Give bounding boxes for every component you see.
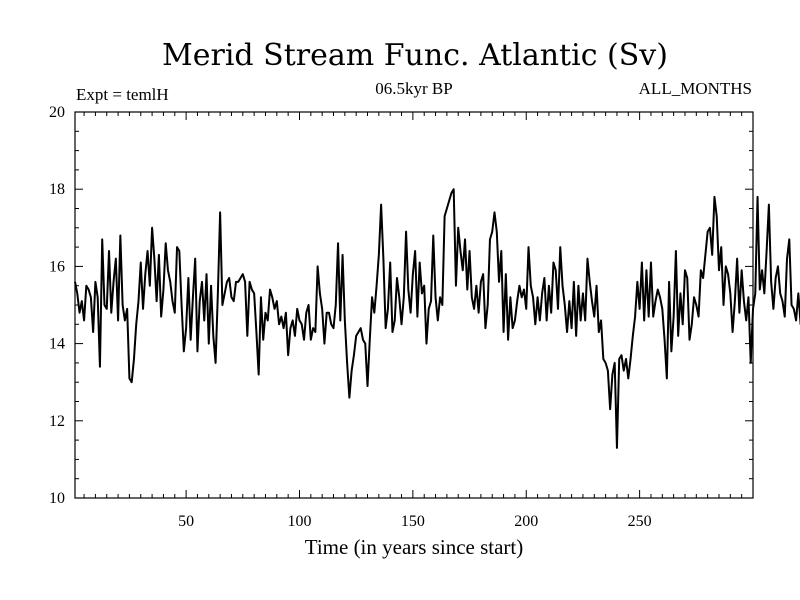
period-label: 06.5kyr BP (375, 79, 452, 98)
chart-title: Merid Stream Func. Atlantic (Sv) (162, 38, 668, 73)
plot-frame (74, 111, 754, 499)
experiment-label: Expt = temlH (76, 85, 169, 104)
x-axis-label: Time (in years since start) (305, 535, 524, 559)
x-tick-label: 150 (401, 513, 425, 530)
y-tick-label: 16 (49, 258, 65, 275)
y-tick-label: 10 (49, 490, 65, 507)
x-tick-label: 200 (514, 513, 538, 530)
x-tick-label: 100 (287, 513, 311, 530)
series-line (74, 188, 800, 449)
y-tick-label: 18 (49, 181, 65, 198)
x-tick-label: 250 (628, 513, 652, 530)
y-axis: 10 12 14 16 18 20 (49, 104, 753, 507)
y-tick-label: 14 (49, 336, 65, 353)
months-label: ALL_MONTHS (639, 79, 752, 98)
y-tick-label: 20 (49, 104, 65, 121)
y-tick-label: 12 (49, 413, 65, 430)
x-axis: 50 100 150 200 250 (83, 112, 743, 530)
x-tick-label: 50 (178, 513, 194, 530)
